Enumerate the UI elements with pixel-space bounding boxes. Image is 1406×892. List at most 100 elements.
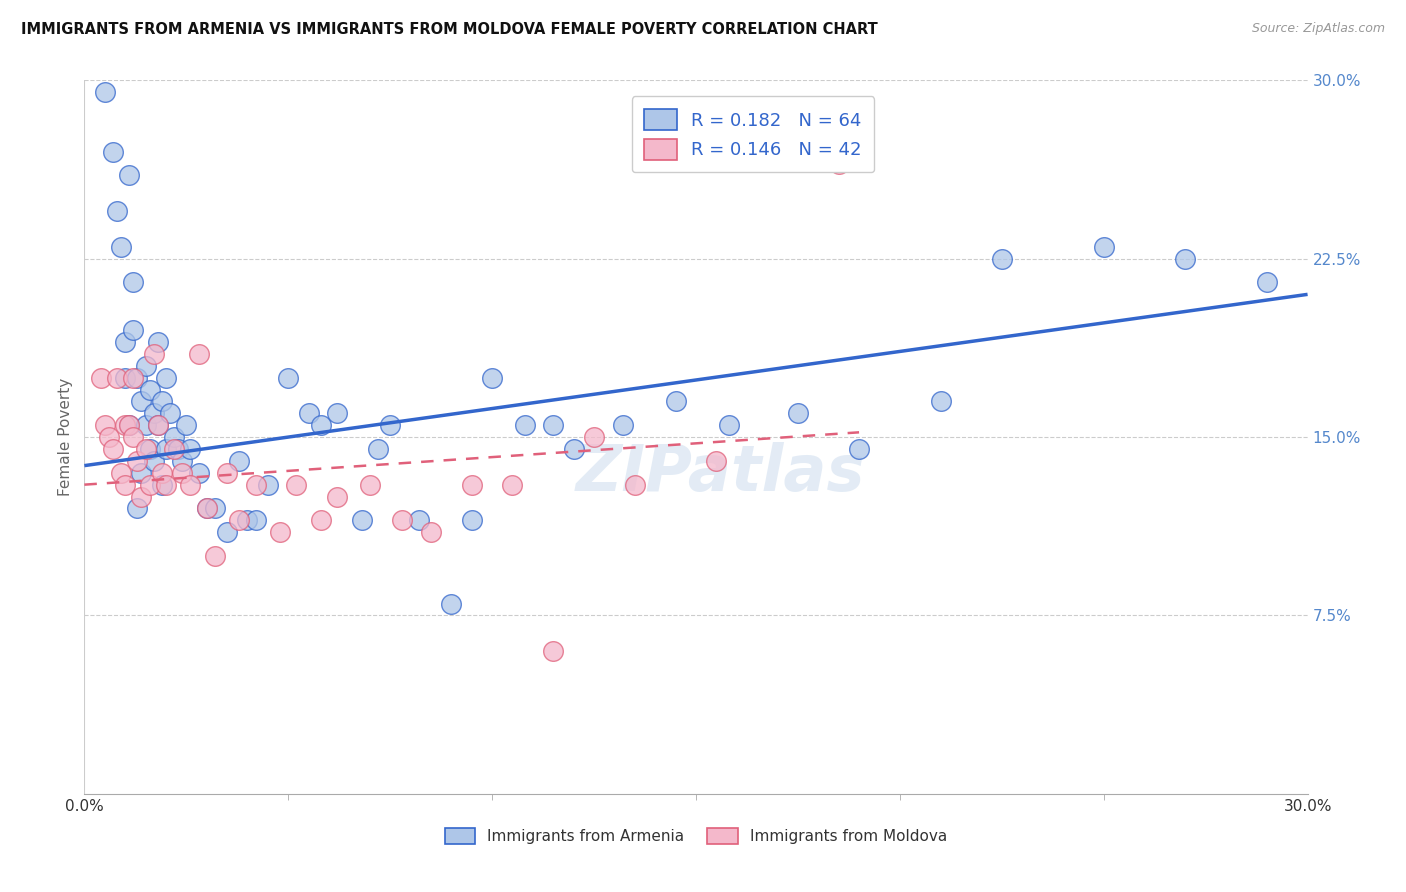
Point xyxy=(391,513,413,527)
Point xyxy=(167,442,190,456)
Point xyxy=(326,490,349,504)
Point xyxy=(440,597,463,611)
Point xyxy=(543,644,565,658)
Point xyxy=(367,442,389,456)
Point xyxy=(146,334,169,349)
Point xyxy=(122,276,145,290)
Point xyxy=(309,513,332,527)
Point xyxy=(285,477,308,491)
Point xyxy=(257,477,280,491)
Point xyxy=(359,477,381,491)
Point xyxy=(142,347,165,361)
Point xyxy=(142,454,165,468)
Point xyxy=(114,477,136,491)
Point xyxy=(236,513,259,527)
Point xyxy=(163,430,186,444)
Text: ZIPatlas: ZIPatlas xyxy=(575,442,865,504)
Point xyxy=(991,252,1014,266)
Point xyxy=(172,466,194,480)
Point xyxy=(245,477,267,491)
Point xyxy=(118,418,141,433)
Point xyxy=(1174,252,1197,266)
Point xyxy=(420,525,443,540)
Point xyxy=(195,501,218,516)
Point xyxy=(114,370,136,384)
Point xyxy=(172,454,194,468)
Point xyxy=(217,525,239,540)
Point xyxy=(122,430,145,444)
Point xyxy=(309,418,332,433)
Point xyxy=(624,477,647,491)
Point xyxy=(502,477,524,491)
Point xyxy=(127,454,149,468)
Point xyxy=(155,370,177,384)
Point xyxy=(277,370,299,384)
Point xyxy=(217,466,239,480)
Point xyxy=(105,370,128,384)
Point xyxy=(245,513,267,527)
Text: Source: ZipAtlas.com: Source: ZipAtlas.com xyxy=(1251,22,1385,36)
Point xyxy=(146,418,169,433)
Point xyxy=(380,418,402,433)
Point xyxy=(146,418,169,433)
Point xyxy=(138,477,160,491)
Point xyxy=(929,394,952,409)
Point xyxy=(131,394,153,409)
Point xyxy=(204,549,226,563)
Point xyxy=(1092,240,1115,254)
Point xyxy=(228,513,250,527)
Point xyxy=(118,418,141,433)
Point xyxy=(122,370,145,384)
Point xyxy=(408,513,430,527)
Point xyxy=(118,169,141,183)
Point xyxy=(1256,276,1278,290)
Point xyxy=(142,406,165,420)
Point xyxy=(97,430,120,444)
Point xyxy=(298,406,321,420)
Point xyxy=(93,418,115,433)
Point xyxy=(93,85,115,99)
Point xyxy=(187,466,209,480)
Point xyxy=(114,418,136,433)
Point xyxy=(155,442,177,456)
Point xyxy=(717,418,740,433)
Point xyxy=(135,442,157,456)
Point xyxy=(101,145,124,159)
Point xyxy=(131,466,153,480)
Point xyxy=(195,501,218,516)
Point xyxy=(228,454,250,468)
Y-axis label: Female Poverty: Female Poverty xyxy=(58,378,73,496)
Point xyxy=(326,406,349,420)
Point xyxy=(131,490,153,504)
Point xyxy=(138,383,160,397)
Point xyxy=(513,418,536,433)
Point xyxy=(665,394,688,409)
Point xyxy=(150,394,173,409)
Point xyxy=(114,334,136,349)
Point xyxy=(101,442,124,456)
Point xyxy=(179,477,201,491)
Point xyxy=(269,525,291,540)
Point xyxy=(179,442,201,456)
Point xyxy=(350,513,373,527)
Point xyxy=(150,477,173,491)
Point xyxy=(127,501,149,516)
Point xyxy=(204,501,226,516)
Point xyxy=(787,406,810,420)
Point xyxy=(90,370,112,384)
Point xyxy=(848,442,870,456)
Point xyxy=(543,418,565,433)
Point xyxy=(187,347,209,361)
Point xyxy=(150,466,173,480)
Point xyxy=(110,466,132,480)
Text: IMMIGRANTS FROM ARMENIA VS IMMIGRANTS FROM MOLDOVA FEMALE POVERTY CORRELATION CH: IMMIGRANTS FROM ARMENIA VS IMMIGRANTS FR… xyxy=(21,22,877,37)
Point xyxy=(127,370,149,384)
Point xyxy=(110,240,132,254)
Point xyxy=(138,442,160,456)
Point xyxy=(612,418,634,433)
Point xyxy=(706,454,728,468)
Point xyxy=(122,323,145,337)
Point xyxy=(174,418,197,433)
Point xyxy=(105,204,128,219)
Point xyxy=(562,442,585,456)
